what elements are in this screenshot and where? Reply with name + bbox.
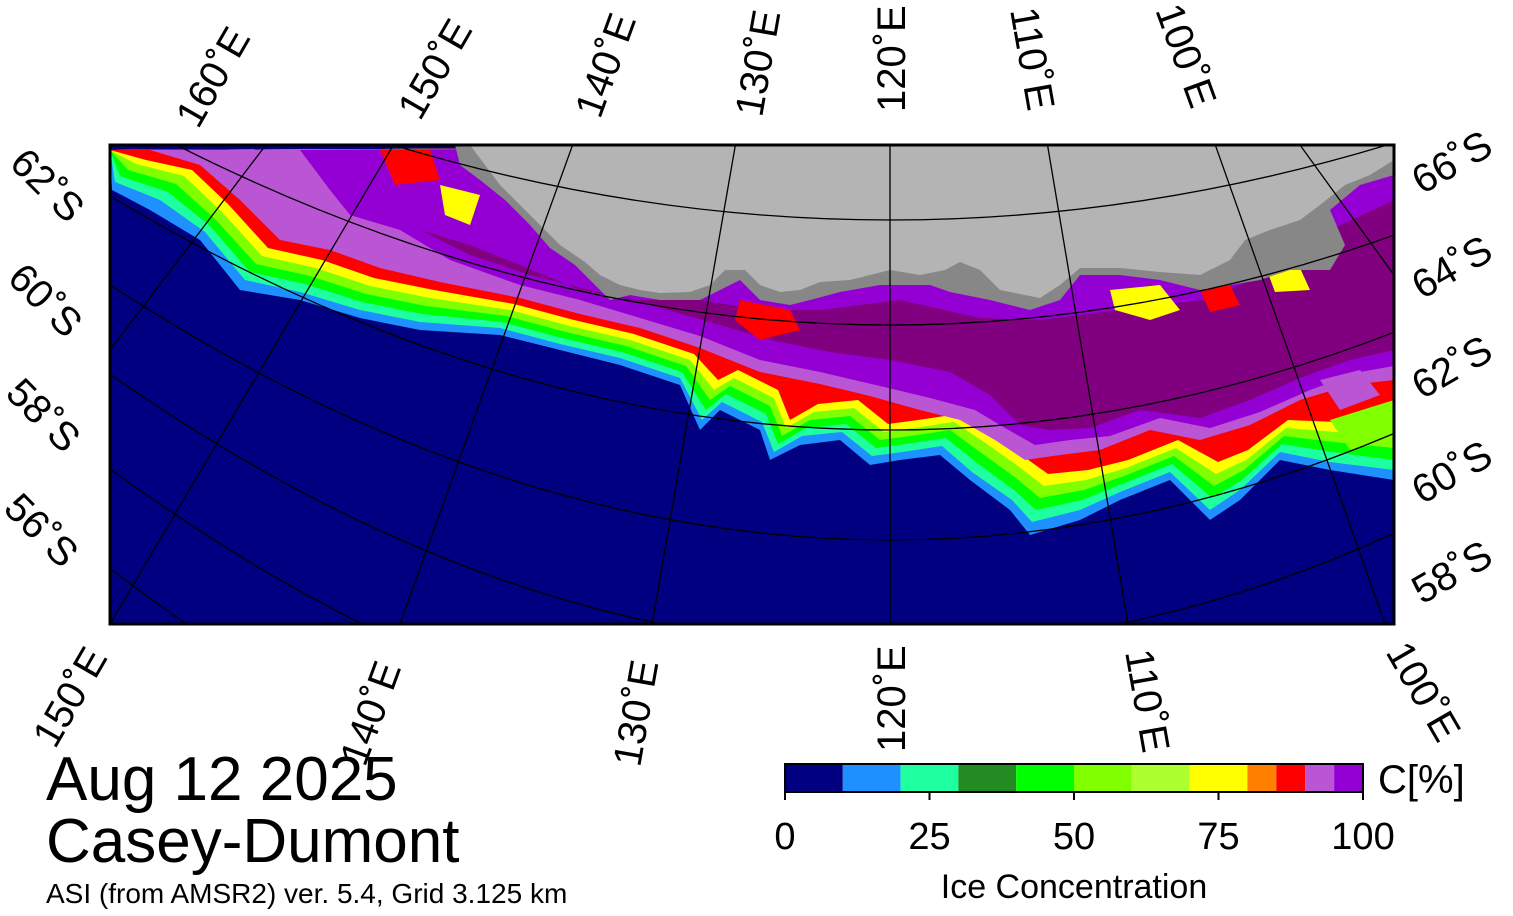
colorbar-tick-label: 75 — [1197, 816, 1240, 858]
lon-label-bottom-110e: 110˚E — [1116, 646, 1177, 756]
colorbar-bin-11 — [1334, 764, 1363, 792]
colorbar-bin-10 — [1305, 764, 1335, 792]
parallel-56s — [110, 467, 365, 624]
ice-patch-red-2 — [1200, 285, 1240, 312]
meridian-90e — [1299, 145, 1394, 277]
pack-ice-consolidated — [420, 200, 1394, 430]
colorbar-title: Ice Concentration — [940, 868, 1208, 906]
lon-label-top-120e: 120˚E — [870, 5, 914, 112]
colorbar-unit: C[%] — [1378, 758, 1465, 802]
meridian-130e — [651, 145, 737, 624]
meridian-100e — [1214, 145, 1386, 624]
colorbar-tick-label: 100 — [1331, 816, 1395, 858]
lat-label-right-64s: 64˚S — [1405, 227, 1500, 307]
top-longitude-labels: 160˚E 150˚E 140˚E 130˚E 120˚E 110˚E 100˚… — [168, 0, 1225, 135]
right-latitude-labels: 66˚S 64˚S 62˚S 60˚S 58˚S — [1405, 122, 1500, 612]
colorbar-tick-label: 0 — [774, 816, 796, 858]
ice-patch-violet-1 — [1320, 370, 1380, 410]
land-grey — [470, 145, 1394, 298]
map-frame — [108, 143, 1396, 626]
lat-label-left-60s: 60˚S — [0, 255, 90, 346]
colorbar-bin-7 — [1189, 764, 1248, 792]
lon-label-bottom-100e: 100˚E — [1377, 635, 1468, 749]
colorbar-bin-1 — [842, 764, 901, 792]
left-latitude-labels: 62˚S 60˚S 58˚S 56˚S — [0, 140, 92, 576]
colorbar-bin-8 — [1247, 764, 1277, 792]
graticule — [110, 145, 1394, 624]
meridian-150e — [110, 145, 395, 624]
lon-label-top-100e: 100˚E — [1147, 0, 1225, 113]
lon-label-bottom-150e: 150˚E — [25, 640, 116, 754]
ice-patch-yellow-2 — [440, 185, 480, 225]
colorbar — [784, 763, 1364, 800]
colorbar-bin-5 — [1074, 764, 1132, 792]
meridian-160e — [110, 145, 267, 352]
colorbar-tick-label: 25 — [908, 816, 951, 858]
lat-label-left-56s: 56˚S — [0, 485, 86, 576]
meridian-110e — [1046, 145, 1129, 624]
lon-label-top-130e: 130˚E — [728, 7, 790, 120]
lon-label-top-110e: 110˚E — [1001, 4, 1062, 114]
lon-label-top-160e: 160˚E — [168, 20, 259, 134]
colorbar-bin-4 — [1016, 764, 1074, 792]
ice-patch-red-3 — [380, 150, 440, 185]
lat-label-left-62s: 62˚S — [2, 140, 93, 231]
colorbar-bin-3 — [958, 764, 1017, 792]
colorbar-bin-9 — [1276, 764, 1306, 792]
colorbar-bin-2 — [900, 764, 959, 792]
colorbar-bins — [785, 764, 1363, 792]
parallel-58s — [110, 373, 1394, 624]
ice-patch-green-1 — [1330, 400, 1394, 450]
lon-label-top-140e: 140˚E — [567, 8, 645, 123]
colorbar-tick-label: 50 — [1052, 816, 1096, 858]
lat-label-right-66s: 66˚S — [1405, 122, 1500, 202]
lat-label-right-60s: 60˚S — [1405, 432, 1500, 512]
antarctica-land — [455, 145, 1394, 310]
meridian-140e — [399, 145, 574, 624]
lat-label-right-62s: 62˚S — [1405, 327, 1500, 407]
lon-label-bottom-130e: 130˚E — [606, 657, 668, 770]
lat-label-right-58s: 58˚S — [1405, 532, 1500, 612]
map-region: Casey-Dumont — [46, 807, 460, 876]
map-date: Aug 12 2025 — [46, 745, 398, 814]
colorbar-ticks — [784, 792, 1364, 800]
lat-label-left-58s: 58˚S — [0, 370, 88, 461]
lon-label-bottom-120e: 120˚E — [870, 645, 914, 752]
map-source: ASI (from AMSR2) ver. 5.4, Grid 3.125 km — [46, 878, 568, 909]
colorbar-bin-6 — [1131, 764, 1190, 792]
colorbar-bin-0 — [785, 764, 843, 792]
lon-label-top-150e: 150˚E — [390, 12, 481, 126]
